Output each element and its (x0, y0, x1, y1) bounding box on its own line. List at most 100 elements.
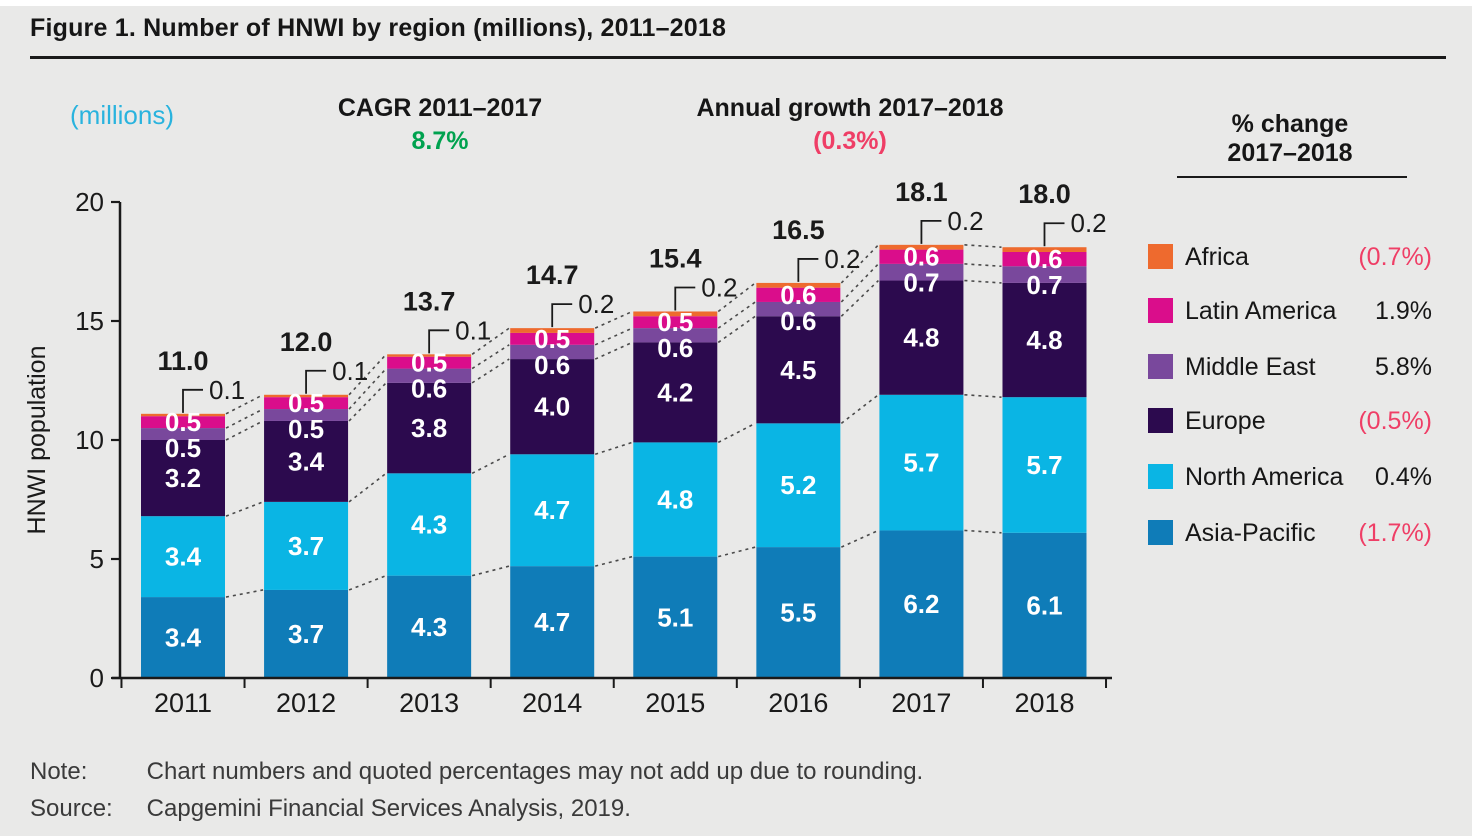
legend-item-north-america: North America 0.4% (1140, 463, 1440, 491)
legend-title: % change 2017–2018 (1140, 110, 1440, 168)
legend-item-label: North America (1185, 463, 1344, 491)
bar-segment-2017-middle-east (879, 263, 964, 281)
segment-value-label: 4.3 (411, 509, 447, 539)
segment-value-label: 0.6 (780, 280, 816, 310)
cagr-value: 8.7% (411, 127, 469, 155)
connector-line (594, 341, 633, 360)
source-text: Capgemini Financial Services Analysis, 2… (146, 795, 631, 822)
connector-line (717, 422, 756, 444)
bar-segment-2018-africa (1002, 247, 1087, 252)
legend-divider (1177, 176, 1407, 178)
total-label-2014: 14.7 (526, 260, 579, 290)
legend-item-asia-pacific: Asia-Pacific (1.7%) (1140, 519, 1440, 547)
source-label: Source: (30, 795, 113, 822)
segment-value-label: 0.6 (1026, 244, 1062, 274)
bar-segment-2011-europe (141, 440, 225, 517)
bar-segment-2013-europe (387, 382, 472, 474)
bar-segment-2018-europe (1002, 282, 1087, 398)
connector-line (348, 574, 387, 591)
year-label-2011: 2011 (154, 688, 212, 718)
segment-value-label: 5.5 (780, 598, 816, 628)
africa-callout-connector (305, 369, 327, 394)
connector-line (964, 393, 1002, 398)
legend: % change 2017–2018 Africa (0.7%) Latin Ame… (1140, 110, 1460, 590)
legend-item-africa: Africa (0.7%) (1140, 243, 1440, 271)
connector-line (840, 279, 879, 317)
connector-line (594, 327, 633, 346)
year-label-2015: 2015 (645, 688, 705, 718)
segment-value-label: 5.2 (780, 470, 816, 500)
total-label-2013: 13.7 (403, 286, 456, 316)
bar-segment-2015-north-america (633, 442, 718, 557)
segment-value-label: 6.2 (903, 589, 939, 619)
africa-callout-label: 0.2 (1070, 208, 1106, 238)
connector-line (471, 344, 510, 370)
legend-item-latin-america: Latin America 1.9% (1140, 297, 1440, 325)
africa-callout-label: 0.2 (824, 244, 860, 274)
y-tick-label: 5 (90, 544, 104, 574)
africa-callout-connector (551, 303, 573, 328)
legend-item-label: Middle East (1185, 353, 1316, 381)
bar-segment-2012-middle-east (264, 409, 349, 421)
bar-segment-2014-middle-east (510, 344, 595, 360)
segment-value-label: 4.8 (657, 485, 693, 515)
connector-line (348, 368, 387, 410)
connector-line (841, 529, 879, 548)
segment-value-label: 4.8 (1026, 325, 1062, 355)
bar-segment-2012-asia-pacific (264, 589, 349, 678)
legend-item-change: 0.4% (1375, 463, 1432, 491)
segment-value-label: 3.7 (288, 619, 324, 649)
legend-item-label: Latin America (1185, 297, 1337, 325)
annual-growth-label: Annual growth 2017–2018 (696, 94, 1004, 122)
bar-segment-2015-middle-east (633, 328, 718, 343)
year-label-2012: 2012 (276, 688, 336, 718)
legend-swatch (1148, 244, 1173, 269)
bar-segment-2012-latin-america (264, 397, 349, 410)
connector-line (595, 555, 633, 567)
year-label-2018: 2018 (1014, 688, 1074, 718)
bar-segment-2017-latin-america (879, 249, 964, 264)
bar-segment-2013-middle-east (387, 368, 472, 383)
legend-item-change: 5.8% (1375, 353, 1432, 381)
annual-growth-block: Annual growth 2017–2018 (0.3%) (690, 94, 1010, 156)
segment-value-label: 3.4 (288, 446, 325, 476)
africa-callout-connector (182, 388, 203, 413)
segment-value-label: 5.1 (657, 602, 693, 632)
y-tick-label: 10 (75, 425, 104, 455)
legend-swatch (1148, 520, 1173, 545)
bar-segment-2017-africa (879, 244, 964, 250)
legend-swatch (1148, 354, 1173, 379)
total-label-2017: 18.1 (895, 177, 948, 207)
connector-line (964, 263, 1002, 268)
bar-segment-2015-latin-america (633, 316, 718, 329)
bar-segment-2017-north-america (879, 394, 964, 531)
africa-callout-connector (1043, 222, 1065, 247)
legend-title-line2: 2017–2018 (1227, 139, 1353, 167)
connector-line (225, 420, 264, 441)
connector-line (717, 301, 756, 329)
legend-item-label: Asia-Pacific (1185, 519, 1316, 547)
cagr-block: CAGR 2011–2017 8.7% (280, 94, 600, 156)
segment-value-label: 4.0 (534, 392, 570, 422)
africa-callout-label: 0.2 (947, 206, 983, 236)
segment-value-label: 0.6 (411, 374, 447, 404)
bar-segment-2016-middle-east (756, 301, 841, 317)
legend-item-europe: Europe (0.5%) (1140, 407, 1440, 435)
bar-segment-2011-latin-america (141, 416, 225, 429)
connector-line (471, 358, 510, 384)
connector-line (964, 279, 1002, 284)
total-label-2011: 11.0 (157, 346, 208, 376)
connector-line (594, 441, 633, 456)
bar-segment-2016-europe (756, 316, 841, 424)
bar-segment-2013-africa (387, 354, 472, 357)
segment-value-label: 0.6 (657, 333, 693, 363)
segment-value-label: 3.8 (411, 413, 447, 443)
y-tick-label: 15 (75, 306, 104, 336)
segment-value-label: 0.6 (534, 350, 570, 380)
segment-value-label: 4.7 (534, 607, 570, 637)
connector-line (964, 244, 1002, 249)
legend-title-line1: % change (1231, 110, 1349, 138)
top-strip (0, 0, 1472, 6)
legend-item-change: (1.7%) (1358, 519, 1432, 547)
